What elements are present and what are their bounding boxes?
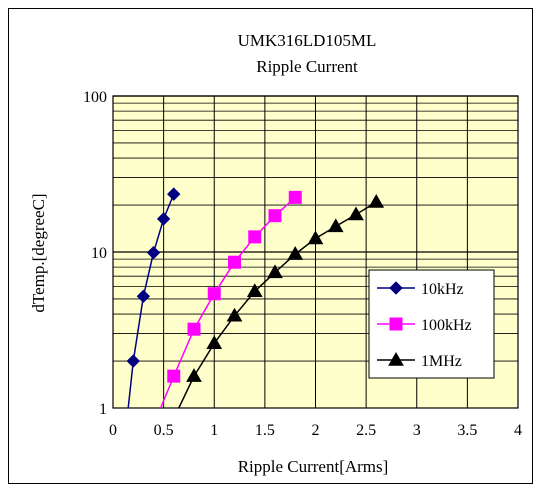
x-tick-label: 2 xyxy=(312,422,320,439)
data-point-1mhz xyxy=(307,230,324,245)
legend-marker-100khz xyxy=(389,317,403,331)
chart-subtitle: Ripple Current xyxy=(256,57,358,76)
y-axis-ticks: 1 10 100 xyxy=(83,89,107,418)
x-tick-label: 0 xyxy=(109,422,117,439)
legend-label-10khz: 10kHz xyxy=(421,281,464,298)
y-tick-label: 100 xyxy=(83,89,107,106)
x-tick-label: 0.5 xyxy=(154,422,174,439)
data-point-1mhz xyxy=(186,368,202,382)
x-tick-label: 3.5 xyxy=(457,422,477,439)
y-axis-label: dTemp.[degreeC] xyxy=(29,193,48,312)
y-tick-label: 1 xyxy=(99,401,107,418)
data-point-100khz xyxy=(268,209,282,223)
data-point-1mhz xyxy=(327,218,344,233)
data-point-10khz xyxy=(146,245,161,260)
x-tick-label: 1.5 xyxy=(255,422,275,439)
x-tick-label: 4 xyxy=(514,422,522,439)
x-axis-ticks: 0 0.5 1 1.5 2 2.5 3 3.5 4 xyxy=(109,422,522,439)
data-point-100khz xyxy=(248,230,262,244)
data-point-1mhz xyxy=(368,194,385,208)
data-point-100khz xyxy=(187,322,201,336)
x-axis-label: Ripple Current[Arms] xyxy=(238,457,389,476)
data-point-10khz xyxy=(167,187,181,201)
x-tick-label: 3 xyxy=(413,422,421,439)
data-point-100khz xyxy=(207,287,221,301)
data-point-1mhz xyxy=(267,264,283,279)
legend-marker-1mhz xyxy=(388,351,404,366)
plot-border xyxy=(112,95,519,409)
legend-marker-10khz xyxy=(389,281,403,295)
legend-label-100khz: 100kHz xyxy=(421,317,472,334)
legend: 10kHz 100kHz 1MHz xyxy=(368,269,495,379)
data-point-10khz xyxy=(156,212,171,226)
legend-label-1mhz: 1MHz xyxy=(421,353,462,370)
data-point-100khz xyxy=(288,190,302,204)
data-point-1mhz xyxy=(206,335,223,350)
chart-title: UMK316LD105ML xyxy=(238,31,377,50)
data-point-1mhz xyxy=(246,283,263,298)
x-tick-label: 2.5 xyxy=(356,422,376,439)
data-point-10khz xyxy=(126,354,140,368)
data-point-1mhz xyxy=(226,307,243,322)
data-point-1mhz xyxy=(348,206,364,221)
data-point-100khz xyxy=(228,255,241,269)
data-point-1mhz xyxy=(287,246,304,260)
y-tick-label: 10 xyxy=(91,245,107,262)
data-point-100khz xyxy=(167,369,181,383)
series-layer xyxy=(126,187,385,409)
data-point-10khz xyxy=(136,289,151,304)
x-tick-label: 1 xyxy=(210,422,218,439)
